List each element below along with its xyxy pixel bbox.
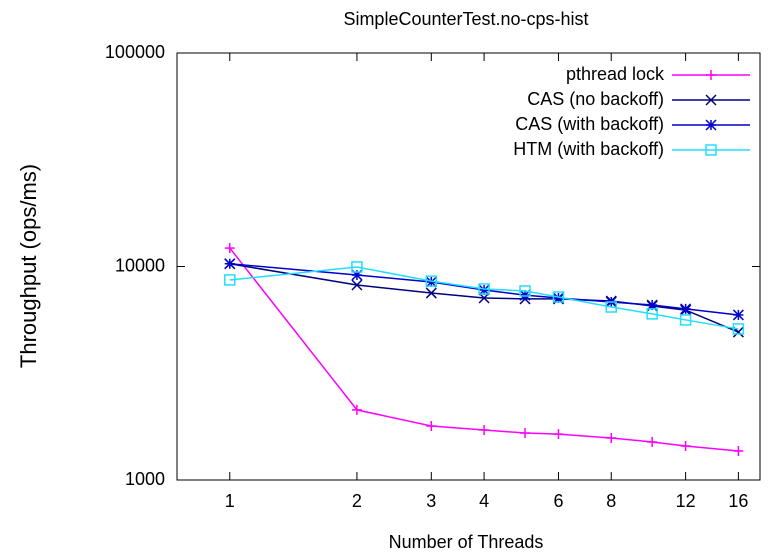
marker-stroke bbox=[705, 144, 717, 156]
x-tick-label: 12 bbox=[676, 491, 696, 511]
point-marker bbox=[224, 274, 236, 286]
point-marker bbox=[680, 440, 691, 451]
point-marker bbox=[425, 276, 437, 288]
marker-stroke bbox=[425, 275, 438, 287]
x-tick-label: 4 bbox=[479, 491, 489, 511]
point-marker bbox=[606, 432, 617, 443]
series-line bbox=[229, 247, 739, 452]
legend-marker bbox=[705, 119, 717, 131]
marker-stroke bbox=[705, 94, 717, 106]
marker-stroke bbox=[552, 291, 565, 303]
point-marker bbox=[705, 144, 717, 156]
point-marker bbox=[679, 314, 692, 326]
marker-stroke bbox=[732, 309, 744, 321]
marker-stroke bbox=[705, 119, 717, 131]
x-axis-label: Number of Threads bbox=[389, 532, 544, 552]
point-marker bbox=[224, 243, 235, 254]
legend-marker bbox=[705, 144, 717, 156]
marker-stroke bbox=[224, 258, 236, 270]
chart-title: SimpleCounterTest.no-cps-hist bbox=[343, 9, 588, 29]
marker-stroke bbox=[224, 274, 236, 286]
x-tick-label: 1 bbox=[225, 491, 235, 511]
point-marker bbox=[680, 303, 692, 315]
point-marker bbox=[553, 429, 564, 440]
x-tick-label: 3 bbox=[426, 491, 436, 511]
series-line bbox=[229, 263, 739, 333]
legend-marker bbox=[706, 70, 716, 80]
point-marker bbox=[705, 119, 717, 131]
point-marker bbox=[425, 275, 438, 287]
point-marker bbox=[705, 94, 717, 106]
marker-stroke bbox=[478, 283, 490, 295]
point-marker bbox=[519, 285, 531, 297]
point-marker bbox=[425, 287, 437, 299]
y-tick-label: 10000 bbox=[115, 255, 165, 275]
legend-marker bbox=[705, 94, 717, 106]
x-tick-label: 6 bbox=[553, 491, 563, 511]
point-marker bbox=[520, 428, 531, 439]
series-line bbox=[229, 266, 739, 330]
x-tick-label: 8 bbox=[606, 491, 616, 511]
point-marker bbox=[351, 404, 362, 415]
point-marker bbox=[647, 436, 658, 447]
marker-stroke bbox=[732, 326, 744, 338]
point-marker bbox=[224, 258, 236, 270]
marker-stroke bbox=[605, 301, 617, 313]
point-marker bbox=[351, 261, 363, 273]
point-marker bbox=[706, 70, 716, 80]
legend-label: CAS (no backoff) bbox=[527, 89, 664, 109]
y-tick-label: 100000 bbox=[105, 42, 165, 62]
marker-stroke bbox=[519, 285, 531, 297]
point-marker bbox=[732, 309, 744, 321]
point-marker bbox=[426, 421, 437, 432]
legend-label: HTM (with backoff) bbox=[513, 139, 664, 159]
point-marker bbox=[351, 279, 363, 291]
legend-label: pthread lock bbox=[566, 64, 665, 84]
legend-label: CAS (with backoff) bbox=[515, 114, 664, 134]
point-marker bbox=[605, 301, 617, 313]
marker-stroke bbox=[351, 261, 363, 273]
point-marker bbox=[646, 308, 658, 320]
marker-stroke bbox=[425, 276, 437, 288]
point-marker bbox=[478, 283, 490, 295]
marker-stroke bbox=[351, 279, 363, 291]
point-marker bbox=[479, 424, 490, 435]
y-axis-label: Throughput (ops/ms) bbox=[16, 164, 41, 368]
point-marker bbox=[733, 446, 744, 457]
x-tick-label: 16 bbox=[728, 491, 748, 511]
marker-stroke bbox=[680, 303, 692, 315]
marker-stroke bbox=[646, 308, 658, 320]
marker-stroke bbox=[425, 287, 437, 299]
marker-stroke bbox=[732, 323, 745, 335]
point-marker bbox=[732, 323, 745, 335]
x-tick-label: 2 bbox=[352, 491, 362, 511]
point-marker bbox=[552, 291, 565, 303]
marker-stroke bbox=[679, 314, 692, 326]
series-line bbox=[229, 263, 739, 316]
y-tick-label: 1000 bbox=[125, 469, 165, 489]
